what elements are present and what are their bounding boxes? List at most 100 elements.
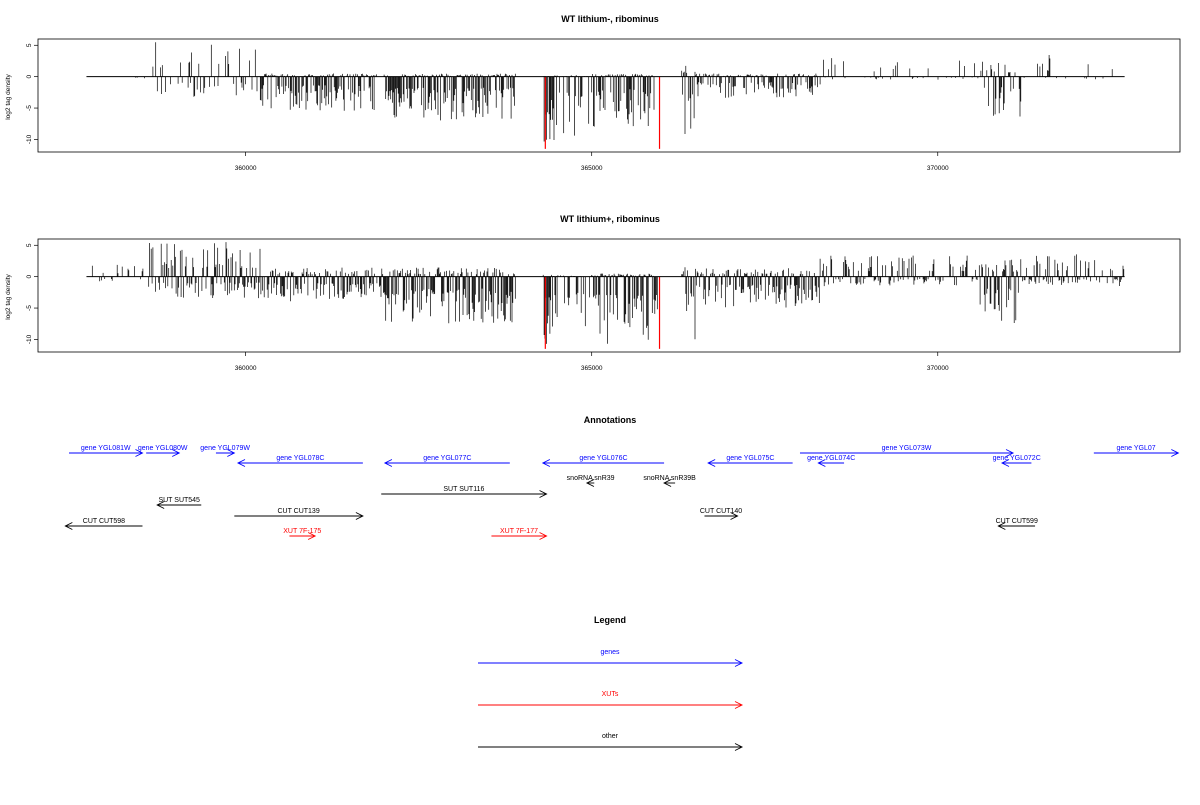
x-ticks: 360000 365000 370000 (235, 152, 949, 172)
annotation-label: gene YGL074C (807, 455, 855, 462)
annotation-feature: gene YGL073W (799, 445, 1015, 457)
y-tick-label: -10 (26, 134, 33, 144)
annotations-title: Annotations (584, 415, 637, 425)
feature-arrowhead (663, 479, 672, 487)
legend-label: other (602, 733, 619, 740)
y-tick-label: -5 (26, 305, 33, 311)
y-tick-label: -5 (26, 105, 33, 111)
annotation-feature: gene YGL079W (200, 445, 250, 457)
annotation-feature: CUT CUT139 (234, 508, 364, 520)
annotation-feature: snoRNA snR39 (567, 475, 615, 487)
feature-arrowhead (135, 449, 144, 457)
bar-series (91, 242, 1125, 344)
feature-arrowhead (1005, 449, 1015, 457)
bar-series (135, 42, 1113, 142)
legend-items: genes XUTs other (478, 649, 744, 751)
feature-arrowhead (383, 459, 393, 467)
legend: Legend genes XUTs other (478, 615, 744, 751)
annotation-label: gene YGL075C (726, 455, 774, 462)
annotation-feature: CUT CUT140 (700, 508, 742, 520)
feature-arrowhead (1001, 459, 1010, 467)
y-ticks: 5 0 -5 -10 (26, 243, 38, 344)
y-axis-label: log2 tag density (5, 73, 12, 119)
annotation-feature: gene YGL080W (138, 445, 188, 457)
legend-item: XUTs (478, 691, 744, 709)
annotation-label: XUT 7F-177 (500, 528, 538, 535)
x-tick-label: 360000 (235, 365, 257, 372)
plot-frame (37, 38, 1181, 153)
annotation-feature: CUT CUT598 (64, 518, 143, 530)
x-tick-label: 370000 (927, 165, 949, 172)
feature-arrowhead (734, 659, 744, 667)
x-tick-label: 360000 (235, 165, 257, 172)
annotation-feature: SUT SUT545 (156, 497, 202, 509)
annotation-label: CUT CUT139 (277, 508, 319, 515)
y-tick-label: 5 (26, 243, 33, 247)
y-ticks: 5 0 -5 -10 (26, 43, 38, 144)
highlight-bars (544, 276, 661, 349)
annotation-label: gene YGL072C (993, 455, 1041, 462)
legend-item: other (478, 733, 744, 751)
feature-arrowhead (355, 512, 364, 520)
annotation-label: gene YGL07 (1116, 445, 1155, 452)
panel-lithium-plus: WT lithium+, ribominus log2 tag density … (5, 214, 1181, 372)
annotation-feature: gene YGL081W (69, 445, 144, 457)
feature-arrowhead (734, 701, 744, 709)
density-bars (91, 242, 1125, 344)
panel-lithium-minus: WT lithium-, ribominus log2 tag density … (5, 14, 1181, 172)
feature-arrowhead (707, 459, 716, 467)
legend-label: XUTs (602, 691, 619, 698)
feature-arrowhead (64, 522, 73, 530)
highlight-bars (544, 76, 661, 149)
annotation-label: CUT CUT598 (83, 518, 125, 525)
annotation-feature: CUT CUT599 (996, 518, 1038, 530)
panel-title: WT lithium-, ribominus (561, 14, 659, 24)
y-tick-label: 0 (26, 74, 33, 78)
legend-title: Legend (594, 615, 626, 625)
feature-arrowhead (156, 501, 165, 509)
y-tick-label: 5 (26, 43, 33, 47)
feature-arrowhead (236, 459, 246, 467)
annotation-label: gene YGL079W (200, 445, 250, 452)
legend-label: genes (600, 649, 620, 656)
annotation-feature: gene YGL072C (993, 455, 1041, 467)
annotation-feature: gene YGL074C (807, 455, 855, 467)
annotation-feature: XUT 7F-177 (491, 528, 548, 540)
annotation-label: SUT SUT545 (158, 497, 200, 504)
feature-arrowhead (817, 459, 826, 467)
annotation-label: XUT 7F-175 (283, 528, 321, 535)
y-tick-label: 0 (26, 274, 33, 278)
annotation-feature: XUT 7F-175 (283, 528, 321, 540)
feature-arrowhead (1171, 449, 1180, 457)
annotation-label: SUT SUT116 (443, 486, 484, 493)
annotation-feature: gene YGL075C (707, 455, 793, 467)
annotation-feature: SUT SUT116 (381, 486, 548, 498)
annotation-label: CUT CUT140 (700, 508, 742, 515)
annotation-feature: gene YGL076C (541, 455, 665, 467)
annotation-feature: gene YGL078C (236, 455, 363, 467)
panel-title: WT lithium+, ribominus (560, 214, 660, 224)
annotation-label: gene YGL081W (81, 445, 131, 452)
feature-arrowhead (585, 479, 595, 487)
annotation-feature: snoRNA snR39B (643, 475, 696, 487)
annotation-feature: gene YGL077C (383, 455, 510, 467)
annotation-label: gene YGL076C (579, 455, 627, 462)
feature-arrowhead (730, 512, 739, 520)
plot-frame (37, 238, 1181, 353)
annotation-label: snoRNA snR39 (567, 475, 615, 482)
feature-arrowhead (541, 459, 551, 467)
annotation-label: gene YGL077C (423, 455, 471, 462)
feature-arrowhead (307, 532, 317, 540)
x-ticks: 360000 365000 370000 (235, 352, 949, 372)
feature-arrowhead (734, 743, 744, 751)
y-tick-label: -10 (26, 334, 33, 344)
annotation-items: gene YGL081W gene YGL080W gene YGL079W gene… (64, 445, 1180, 540)
annotation-label: CUT CUT599 (996, 518, 1038, 525)
y-axis-label: log2 tag density (5, 273, 12, 319)
annotation-label: gene YGL080W (138, 445, 188, 452)
feature-arrowhead (172, 449, 181, 457)
x-tick-label: 365000 (581, 165, 603, 172)
annotation-label: gene YGL078C (276, 455, 324, 462)
annotation-feature: gene YGL07 (1093, 445, 1180, 457)
